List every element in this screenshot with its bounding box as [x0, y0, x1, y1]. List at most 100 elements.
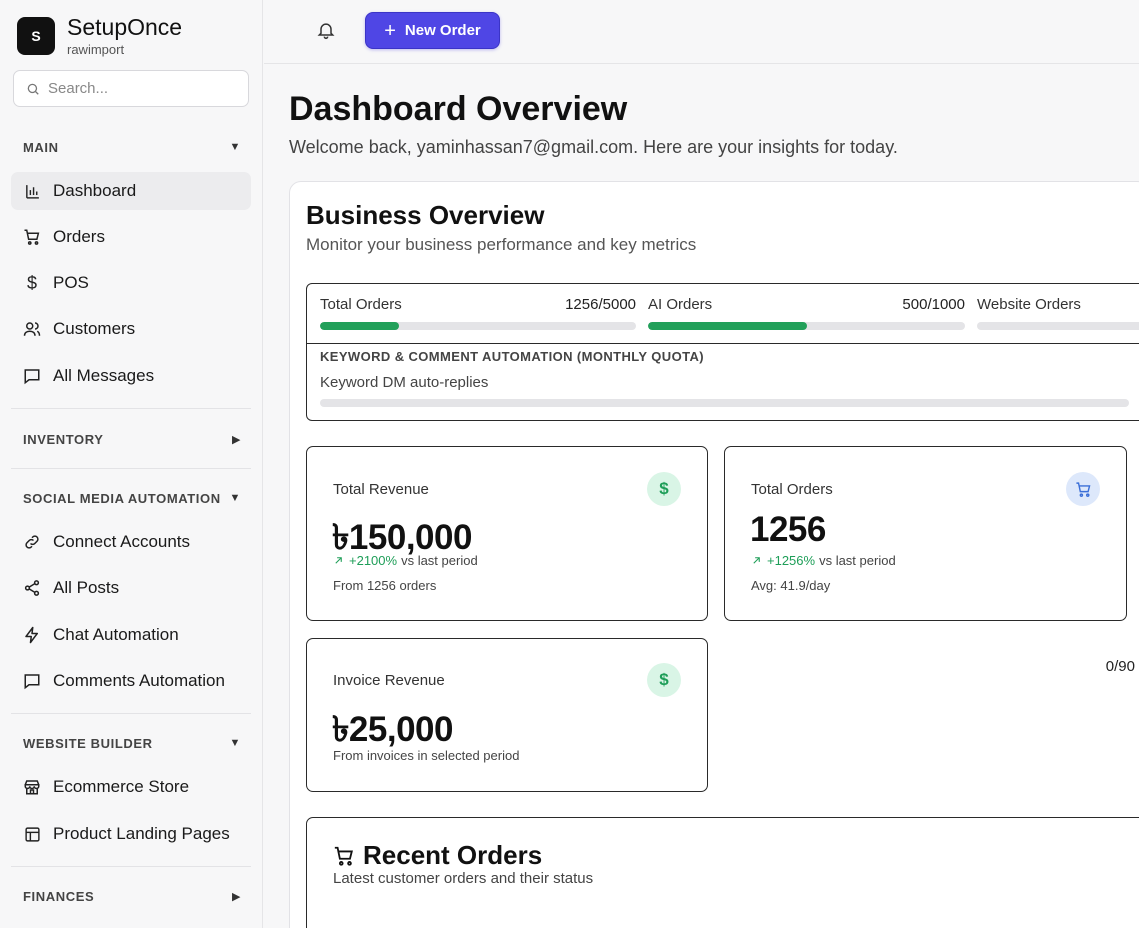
link-icon [23, 533, 41, 551]
plus-icon: + [384, 19, 396, 42]
sidebar-item-pos[interactable]: $ POS [11, 264, 251, 302]
page-title: Dashboard Overview [289, 90, 628, 128]
sidebar-item-label: Product Landing Pages [53, 824, 230, 843]
recent-orders-subtitle: Latest customer orders and their status [333, 870, 594, 887]
stat-value: ৳25,000 [332, 710, 453, 749]
cart-icon [23, 228, 41, 246]
brand-subtitle: rawimport [67, 42, 125, 57]
stat-change-suffix: vs last period [819, 553, 896, 568]
sidebar-item-all-posts[interactable]: All Posts [11, 569, 251, 607]
new-order-label: New Order [404, 22, 481, 39]
keyword-quota-label: Keyword DM auto-replies [320, 374, 489, 391]
stat-note: From 1256 orders [333, 578, 437, 593]
section-social-media-automation[interactable]: SOCIAL MEDIA AUTOMATION ▼ [23, 488, 241, 508]
stat-label: Total Revenue [333, 481, 429, 498]
sidebar-item-connect-accounts[interactable]: Connect Accounts [11, 523, 251, 561]
quota-label-total-orders: Total Orders [320, 296, 402, 313]
business-overview-title: Business Overview [306, 200, 545, 230]
quota-panel: 0/90 [306, 283, 1139, 675]
stat-note: Avg: 41.9/day [751, 578, 831, 593]
quota-value-total-orders: 1256/5000 [565, 296, 636, 313]
users-icon [23, 320, 41, 338]
quota-bar-fill [648, 322, 807, 330]
section-inventory[interactable]: INVENTORY ▶ [23, 429, 241, 449]
sidebar-item-chat-automation[interactable]: Chat Automation [11, 616, 251, 654]
stat-change-suffix: vs last period [401, 553, 478, 568]
stat-change: +1256% vs last period [751, 553, 896, 568]
quota-bar-website-orders [977, 322, 1139, 330]
sidebar-item-orders[interactable]: Orders [11, 218, 251, 256]
sidebar-item-label: Orders [53, 227, 105, 246]
layout-icon [23, 825, 41, 843]
page-subtitle: Welcome back, yaminhassan7@gmail.com. He… [289, 137, 898, 157]
dollar-icon: $ [647, 663, 681, 697]
divider [11, 468, 251, 469]
divider [307, 343, 1139, 344]
sidebar-item-label: Customers [53, 319, 136, 338]
search-icon [27, 83, 39, 95]
cart-icon [1066, 472, 1100, 506]
sidebar-item-ecommerce-store[interactable]: Ecommerce Store [11, 768, 251, 806]
keyword-quota-bar [320, 399, 1129, 407]
sidebar-item-comments-automation[interactable]: Comments Automation [11, 662, 251, 700]
recent-orders-title-text: Recent Orders [363, 840, 543, 870]
sidebar-item-label: Ecommerce Store [53, 777, 190, 796]
search-input[interactable] [48, 80, 238, 97]
divider [11, 408, 251, 409]
trend-up-icon [335, 557, 342, 564]
search-box[interactable] [13, 70, 249, 107]
cart-icon [333, 845, 355, 867]
bar-chart-icon [23, 182, 41, 200]
message-icon [23, 367, 41, 385]
total-revenue-card[interactable] [306, 446, 708, 621]
sidebar-item-label: All Posts [53, 578, 120, 597]
recent-orders-card [306, 817, 1139, 928]
quota-label-ai-orders: AI Orders [648, 296, 713, 313]
quota-bar-total-orders [320, 322, 636, 330]
section-title: FINANCES [23, 888, 95, 904]
quota-bar-fill [320, 322, 400, 330]
invoice-revenue-card[interactable] [306, 638, 708, 792]
chevron-down-icon: ▼ [229, 141, 241, 153]
stat-label: Total Orders [751, 481, 833, 498]
sidebar-item-label: Dashboard [53, 181, 137, 200]
topbar: + New Order [264, 0, 1139, 64]
sidebar-item-product-landing-pages[interactable]: Product Landing Pages [11, 815, 251, 853]
brand-logo: S [17, 17, 55, 55]
stat-label: Invoice Revenue [333, 672, 445, 689]
bell-icon[interactable] [316, 19, 336, 46]
trend-up-icon [753, 557, 760, 564]
new-order-button[interactable]: + New Order [365, 12, 500, 49]
recent-orders-title: Recent Orders [333, 840, 542, 871]
keyword-quota-heading: KEYWORD & COMMENT AUTOMATION (MONTHLY QU… [320, 349, 704, 364]
quota-value-ai-orders: 500/1000 [902, 296, 965, 313]
section-title: MAIN [23, 139, 59, 155]
stat-change-value: +2100% [349, 553, 398, 568]
sidebar-item-label: Chat Automation [53, 625, 179, 644]
sidebar-item-label: All Messages [53, 366, 155, 385]
stat-change: +2100% vs last period [333, 553, 478, 568]
sidebar-item-dashboard[interactable]: Dashboard [11, 172, 251, 210]
section-finances[interactable]: FINANCES ▶ [23, 886, 241, 906]
sidebar-item-label: POS [53, 273, 89, 292]
share-icon [23, 579, 41, 597]
stat-value: 1256 [750, 510, 826, 549]
total-orders-card[interactable] [724, 446, 1127, 621]
dollar-icon: $ [647, 472, 681, 506]
quota-bar-ai-orders [648, 322, 965, 330]
section-website-builder[interactable]: WEBSITE BUILDER ▼ [23, 733, 241, 753]
business-overview-subtitle: Monitor your business performance and ke… [306, 235, 697, 254]
sidebar-item-customers[interactable]: Customers [11, 310, 251, 348]
chevron-down-icon: ▼ [229, 492, 241, 504]
section-main[interactable]: MAIN ▼ [23, 137, 241, 157]
chevron-down-icon: ▼ [229, 737, 241, 749]
divider [11, 866, 251, 867]
comment-icon [23, 672, 41, 690]
section-title: WEBSITE BUILDER [23, 735, 153, 751]
brand[interactable]: S SetupOnce rawimport [17, 14, 182, 58]
keyword-quota-value: 0/90 [1105, 658, 1135, 675]
sidebar-item-all-messages[interactable]: All Messages [11, 357, 251, 395]
section-title: INVENTORY [23, 431, 104, 447]
section-title: SOCIAL MEDIA AUTOMATION [23, 490, 221, 506]
chevron-right-icon: ▶ [231, 433, 241, 446]
